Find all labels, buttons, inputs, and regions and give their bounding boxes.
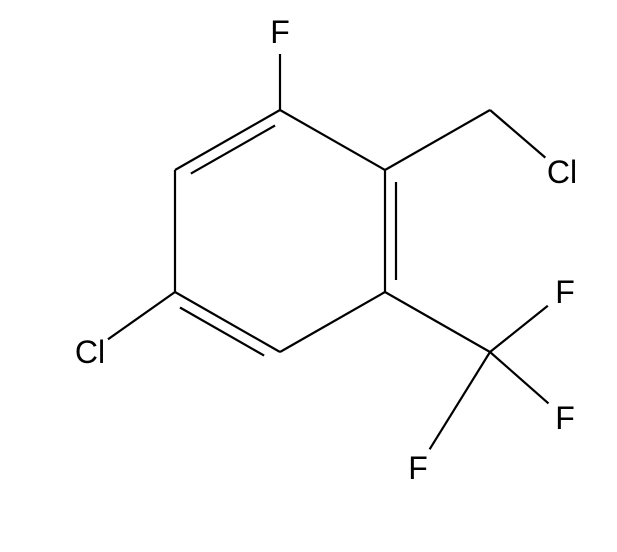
bond-line <box>385 292 490 352</box>
atom-label: F <box>555 400 575 436</box>
bond-line <box>180 308 264 356</box>
atom-label: F <box>270 14 290 50</box>
bond-line <box>175 292 280 352</box>
bond-line <box>280 110 385 170</box>
bond-line <box>280 292 385 352</box>
bond-line <box>430 352 490 449</box>
bond-line <box>108 292 175 339</box>
bond-line <box>490 306 548 352</box>
atom-label: Cl <box>547 154 577 190</box>
atom-label: F <box>408 450 428 486</box>
bond-line <box>490 110 545 158</box>
bond-line <box>175 110 280 170</box>
bond-line <box>385 110 490 170</box>
bond-line <box>191 126 275 174</box>
molecule-diagram: F Cl Cl F F F <box>0 0 617 552</box>
bond-line <box>490 352 548 403</box>
atom-label: Cl <box>75 334 105 370</box>
atom-label: F <box>555 274 575 310</box>
